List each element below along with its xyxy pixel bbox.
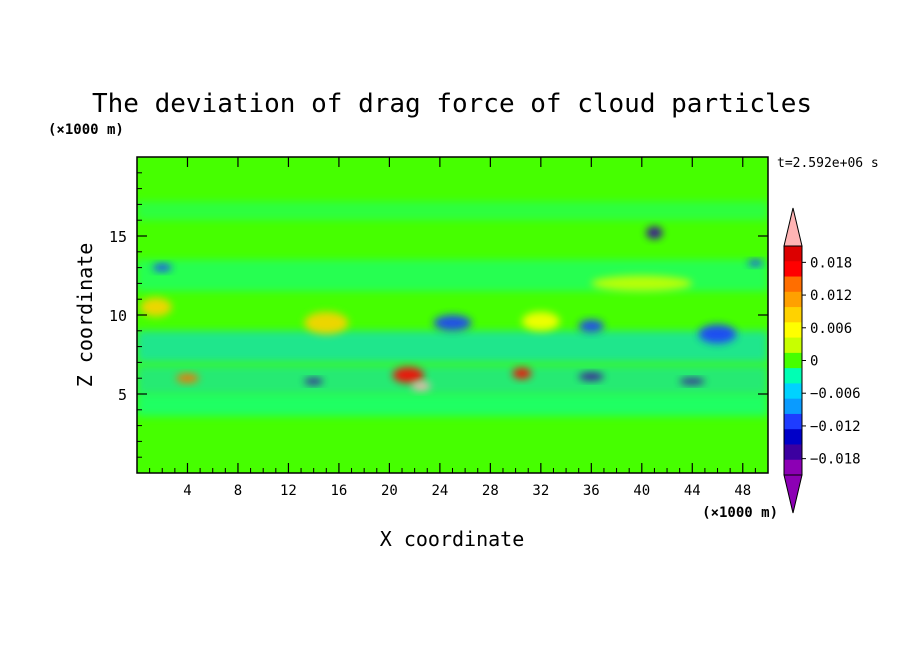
x-tick-label: 20 [381, 483, 398, 499]
colorbar-segment [784, 383, 802, 400]
y-tick-label: 15 [109, 228, 127, 246]
y-axis-title: Z coordinate [73, 243, 97, 388]
colorbar-tick-label: 0.012 [810, 288, 852, 304]
colorbar-tick-label: −0.018 [810, 452, 861, 468]
colorbar-tick-label: 0.006 [810, 321, 852, 337]
field-feature-14 [304, 378, 324, 385]
time-label: t=2.592e+06 s [777, 156, 879, 171]
band-top [137, 201, 768, 221]
field-feature-3 [591, 275, 693, 292]
colorbar-segment [784, 429, 802, 445]
colorbar-tick-label: −0.006 [810, 386, 861, 402]
colorbar-over-arrow [783, 207, 803, 247]
x-tick-label: 28 [482, 483, 499, 499]
x-tick-label: 44 [684, 483, 701, 499]
plot-area [137, 157, 768, 473]
colorbar-tick-label: 0 [810, 354, 818, 370]
x-tick-label: 4 [183, 483, 191, 499]
band-lower [137, 394, 768, 417]
field-features [140, 226, 763, 391]
field-feature-15 [578, 372, 604, 381]
field-feature-2 [521, 311, 560, 331]
field-feature-10 [392, 367, 425, 383]
colorbar-segment [784, 444, 802, 461]
field-feature-8 [152, 263, 172, 272]
colorbar-under-arrow [783, 474, 803, 514]
colorbar-segment [784, 413, 802, 430]
field-feature-7 [646, 226, 663, 240]
band-turbulent [137, 365, 768, 394]
band-mid [137, 330, 768, 363]
x-tick-label: 36 [583, 483, 600, 499]
field-feature-16 [679, 378, 705, 385]
colorbar-segment [784, 261, 802, 278]
colorbar-segment [784, 398, 802, 415]
y-ticks: 5 10 15 [109, 172, 768, 458]
x-axis-unit: (×1000 m) [702, 505, 778, 521]
colorbar-segment [784, 307, 802, 323]
field-feature-5 [578, 319, 604, 333]
field-feature-11 [411, 381, 431, 391]
field-feature-13 [176, 373, 199, 383]
x-tick-label: 48 [734, 483, 751, 499]
colorbar-tick-label: 0.018 [810, 255, 852, 271]
x-tick-label: 40 [633, 483, 650, 499]
field-feature-6 [698, 324, 737, 344]
colorbar-segment [784, 459, 802, 476]
x-tick-label: 32 [532, 483, 549, 499]
x-tick-label: 24 [431, 483, 448, 499]
colorbar-segment [784, 276, 802, 293]
colorbar-segment [784, 322, 802, 339]
chart-title: The deviation of drag force of cloud par… [92, 89, 812, 119]
colorbar-segment [784, 291, 802, 308]
y-tick-label: 5 [118, 386, 127, 404]
colorbar-segment [784, 368, 802, 384]
field-feature-4 [433, 315, 472, 331]
field-feature-0 [140, 297, 172, 317]
colorbar-segment [784, 352, 802, 369]
x-ticks: 4 8 12 16 20 24 28 32 36 40 44 48 [149, 157, 756, 499]
colorbar-segment [784, 246, 802, 262]
y-unit-label: (×1000 m) [48, 122, 124, 138]
x-tick-label: 8 [234, 483, 242, 499]
field-feature-9 [747, 259, 763, 267]
field-feature-12 [512, 367, 532, 379]
x-tick-label: 12 [280, 483, 297, 499]
colorbar-tick-label: −0.012 [810, 419, 861, 435]
colorbar: 0.018 0.012 0.006 0 −0.006 −0.012 −0.018 [783, 207, 861, 514]
y-tick-label: 10 [109, 307, 127, 325]
x-tick-label: 16 [330, 483, 347, 499]
field-feature-1 [304, 311, 349, 334]
x-axis-title: X coordinate [380, 527, 525, 551]
colorbar-segment [784, 337, 802, 354]
